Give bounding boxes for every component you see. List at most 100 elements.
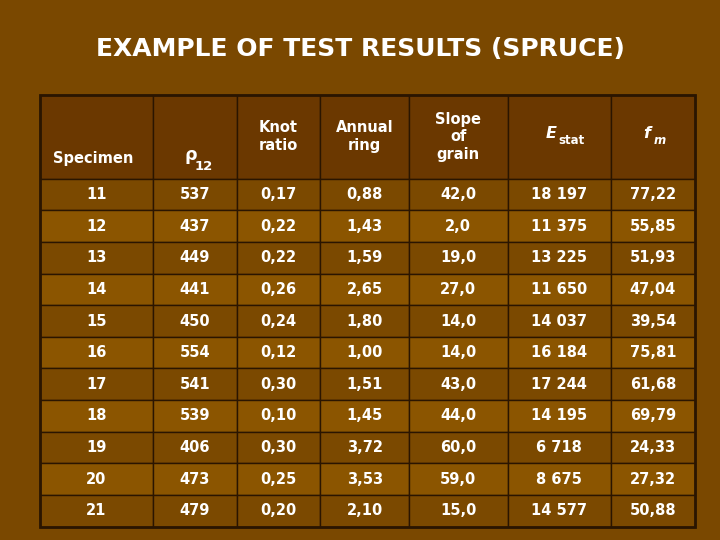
Bar: [508, 463, 611, 495]
Bar: [611, 179, 695, 211]
Bar: [153, 94, 237, 179]
Bar: [237, 211, 320, 242]
Bar: [409, 337, 508, 368]
Text: 12: 12: [195, 160, 213, 173]
Text: 18: 18: [86, 408, 107, 423]
Text: 13: 13: [86, 250, 107, 265]
Text: 19,0: 19,0: [440, 250, 477, 265]
Text: 16: 16: [86, 345, 107, 360]
Bar: [237, 179, 320, 211]
Bar: [320, 274, 409, 305]
Text: 0,10: 0,10: [261, 408, 297, 423]
Text: 15: 15: [86, 314, 107, 328]
Bar: [320, 179, 409, 211]
Text: 2,65: 2,65: [346, 282, 383, 297]
Text: 1,00: 1,00: [346, 345, 383, 360]
Bar: [508, 274, 611, 305]
Bar: [508, 495, 611, 526]
Bar: [237, 431, 320, 463]
Bar: [40, 305, 153, 337]
Bar: [611, 431, 695, 463]
Bar: [237, 94, 320, 179]
Bar: [40, 179, 153, 211]
Bar: [40, 495, 153, 526]
Bar: [40, 211, 153, 242]
Text: 19: 19: [86, 440, 107, 455]
Text: stat: stat: [559, 134, 585, 147]
Bar: [611, 274, 695, 305]
Text: 2,10: 2,10: [346, 503, 383, 518]
Bar: [508, 400, 611, 431]
Bar: [409, 305, 508, 337]
Text: 0,22: 0,22: [261, 219, 297, 234]
Text: 21: 21: [86, 503, 107, 518]
Bar: [320, 463, 409, 495]
Bar: [153, 495, 237, 526]
Text: 0,30: 0,30: [261, 440, 297, 455]
Bar: [153, 305, 237, 337]
Bar: [409, 211, 508, 242]
Bar: [153, 463, 237, 495]
Text: 27,0: 27,0: [440, 282, 477, 297]
Text: 449: 449: [179, 250, 210, 265]
Text: 14 195: 14 195: [531, 408, 588, 423]
Bar: [40, 94, 695, 526]
Bar: [611, 495, 695, 526]
Bar: [237, 368, 320, 400]
Text: 11 375: 11 375: [531, 219, 588, 234]
Text: 541: 541: [179, 377, 210, 392]
Text: 47,04: 47,04: [630, 282, 676, 297]
Bar: [611, 400, 695, 431]
Text: 12: 12: [86, 219, 107, 234]
Bar: [508, 368, 611, 400]
Bar: [611, 337, 695, 368]
Text: 1,43: 1,43: [346, 219, 383, 234]
Text: 437: 437: [179, 219, 210, 234]
Text: 18 197: 18 197: [531, 187, 588, 202]
Bar: [40, 400, 153, 431]
Text: 51,93: 51,93: [630, 250, 676, 265]
Text: 6 718: 6 718: [536, 440, 582, 455]
Bar: [40, 463, 153, 495]
Text: 39,54: 39,54: [630, 314, 676, 328]
Bar: [153, 211, 237, 242]
Text: 441: 441: [179, 282, 210, 297]
Bar: [508, 337, 611, 368]
Text: 17: 17: [86, 377, 107, 392]
Text: Knot
ratio: Knot ratio: [259, 120, 298, 153]
Bar: [40, 242, 153, 274]
Bar: [320, 495, 409, 526]
Bar: [611, 368, 695, 400]
Bar: [320, 337, 409, 368]
Bar: [320, 242, 409, 274]
Text: 479: 479: [179, 503, 210, 518]
Bar: [409, 368, 508, 400]
Text: 14,0: 14,0: [440, 345, 477, 360]
Bar: [409, 179, 508, 211]
Bar: [237, 400, 320, 431]
Text: 50,88: 50,88: [629, 503, 676, 518]
Bar: [237, 495, 320, 526]
Bar: [508, 242, 611, 274]
Text: 60,0: 60,0: [440, 440, 477, 455]
Bar: [153, 368, 237, 400]
Text: 44,0: 44,0: [440, 408, 477, 423]
Text: 554: 554: [179, 345, 210, 360]
Text: E: E: [545, 126, 556, 141]
Bar: [508, 94, 611, 179]
Text: 11 650: 11 650: [531, 282, 588, 297]
Bar: [611, 305, 695, 337]
Text: 59,0: 59,0: [440, 471, 477, 487]
Text: f: f: [644, 126, 651, 141]
Text: 69,79: 69,79: [630, 408, 676, 423]
Bar: [153, 337, 237, 368]
Bar: [320, 305, 409, 337]
Text: 20: 20: [86, 471, 107, 487]
Text: 0,24: 0,24: [261, 314, 297, 328]
Bar: [320, 431, 409, 463]
Bar: [40, 431, 153, 463]
Text: 0,88: 0,88: [346, 187, 383, 202]
Text: 2,0: 2,0: [446, 219, 472, 234]
Text: 537: 537: [179, 187, 210, 202]
Bar: [237, 305, 320, 337]
